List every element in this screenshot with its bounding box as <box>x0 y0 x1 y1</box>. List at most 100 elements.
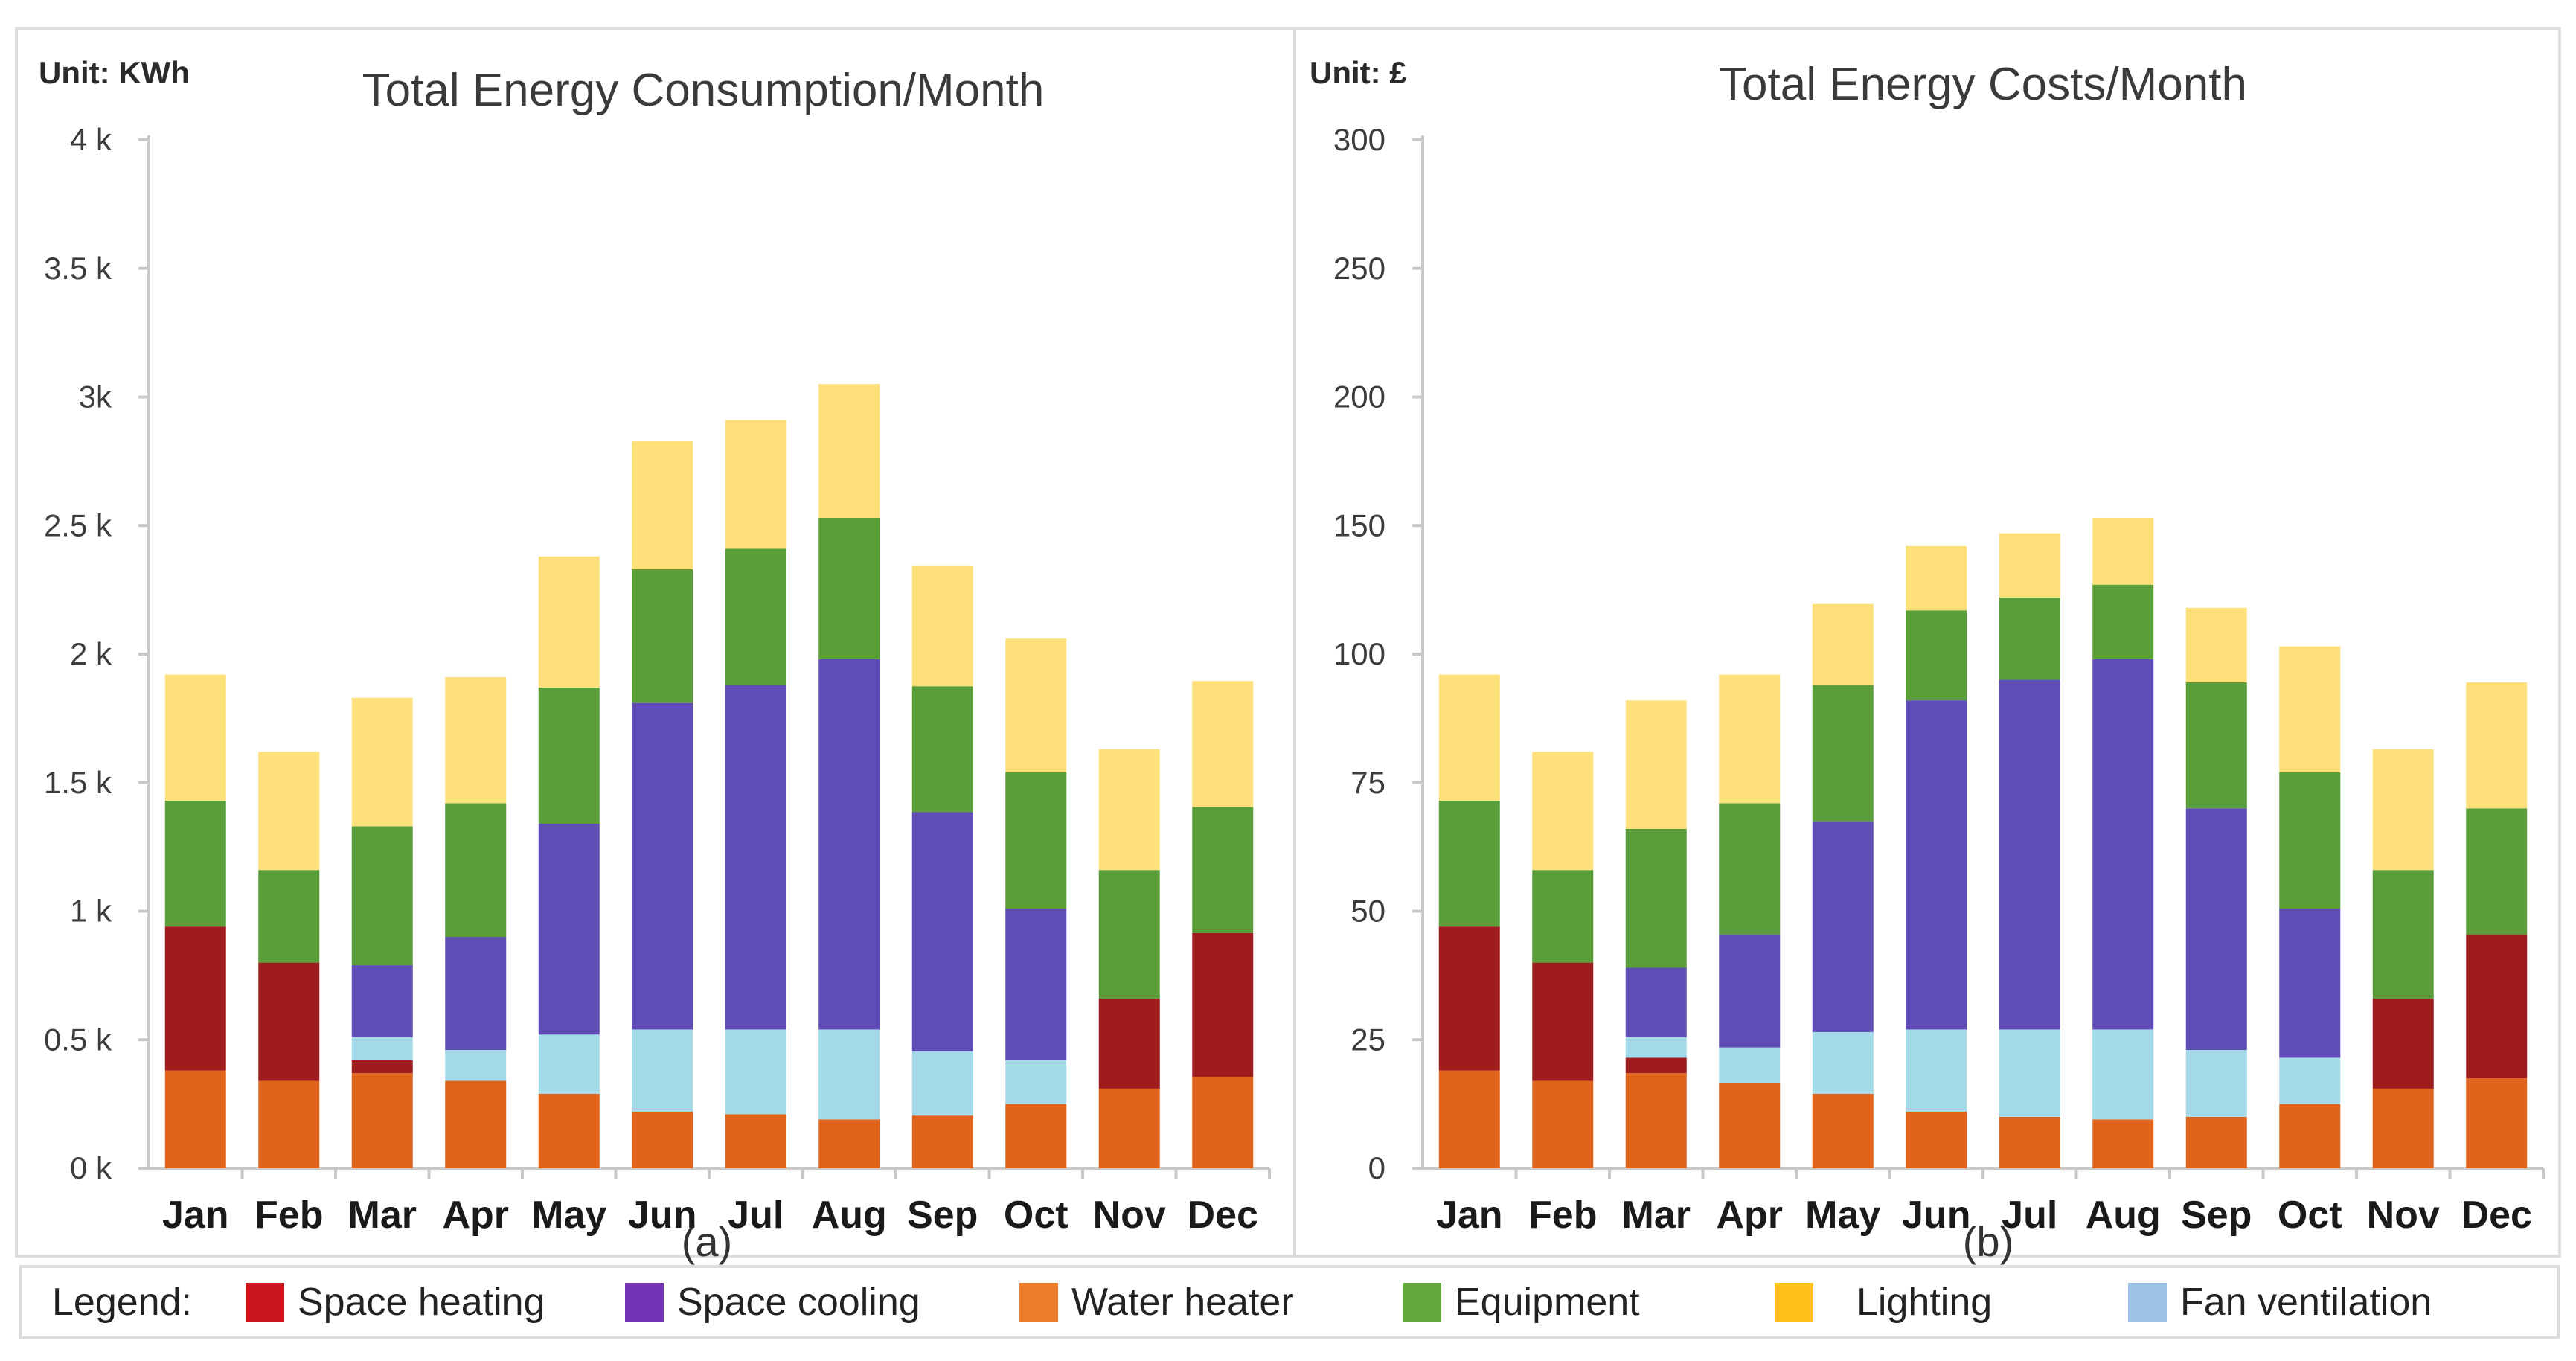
bar-segment-lighting-apr <box>445 677 507 804</box>
bar-segment-cooling-may <box>1812 821 1874 1032</box>
x-tick-label: Sep <box>2181 1194 2252 1237</box>
bar-segment-water-jun <box>1906 1111 1967 1168</box>
legend-swatch-lighting <box>1775 1283 1813 1322</box>
y-tick-label: 300 <box>1333 122 1385 157</box>
bar-segment-equipment-feb <box>1532 870 1594 963</box>
bar-segment-lighting-nov <box>1098 749 1160 871</box>
bar-segment-equipment-sep <box>2185 682 2247 809</box>
bar-segment-lighting-may <box>538 556 600 688</box>
x-tick-label: Apr <box>442 1194 509 1237</box>
panel-a-plot: 0 k 0.5 k 1 k 1.5 k 2 k 2.5 k 3k 3.5 k 4 k Jan Feb… <box>44 122 1271 1237</box>
y-tick-label: 0.5 k <box>44 1022 112 1057</box>
x-tick-label: Nov <box>2367 1194 2440 1237</box>
bar-segment-equipment-jan <box>164 800 226 927</box>
bar-segment-water-nov <box>1098 1088 1160 1168</box>
bar-segment-lighting-apr <box>1719 674 1781 804</box>
bar-segment-fan-mar <box>351 1037 413 1060</box>
x-tick-label: Sep <box>907 1194 978 1237</box>
bar-segment-heating-mar <box>351 1060 413 1074</box>
x-tick-label: Jan <box>1436 1194 1503 1237</box>
legend-label-equipment: Equipment <box>1455 1281 1640 1324</box>
legend-swatch-heating <box>246 1283 284 1322</box>
y-tick-label: 1 k <box>70 894 112 929</box>
bar-segment-cooling-oct <box>1005 909 1067 1060</box>
bar-segment-cooling-may <box>538 824 600 1035</box>
legend-label-fan: Fan ventilation <box>2180 1281 2432 1324</box>
x-tick-label: Aug <box>2086 1194 2161 1237</box>
bar-segment-water-aug <box>2092 1119 2154 1168</box>
bar-segment-fan-apr <box>1719 1047 1781 1083</box>
x-tick-label: May <box>531 1194 606 1237</box>
bar-segment-fan-sep <box>911 1051 973 1116</box>
y-tick-label: 0 <box>1368 1150 1385 1185</box>
bar-segment-cooling-apr <box>1719 934 1781 1048</box>
panel-a-title: Total Energy Consumption/Month <box>362 65 1045 116</box>
bar-segment-equipment-apr <box>445 803 507 938</box>
bar-segment-fan-jun <box>632 1029 693 1112</box>
bar-segment-cooling-apr <box>445 937 507 1051</box>
x-tick-label: Feb <box>254 1194 323 1237</box>
bar-segment-equipment-jan <box>1438 800 1500 927</box>
bar-segment-equipment-nov <box>2372 870 2434 999</box>
x-tick-label: May <box>1805 1194 1880 1237</box>
bar-segment-equipment-feb <box>258 870 320 963</box>
bar-segment-fan-jun <box>1906 1029 1967 1112</box>
bar-segment-water-may <box>538 1093 600 1168</box>
x-tick-label: Dec <box>1188 1194 1258 1237</box>
bar-segment-heating-dec <box>1192 932 1254 1077</box>
bar-segment-cooling-oct <box>2279 909 2341 1058</box>
bar-segment-water-feb <box>1532 1080 1594 1168</box>
bar-segment-equipment-mar <box>1625 828 1687 968</box>
bar-segment-lighting-dec <box>1192 681 1254 807</box>
panel-a-unit-label: Unit: KWh <box>39 55 190 90</box>
bar-segment-water-dec <box>2466 1078 2528 1168</box>
bar-segment-cooling-jul <box>725 685 786 1030</box>
bar-segment-equipment-oct <box>2279 772 2341 909</box>
x-tick-label: Mar <box>1622 1194 1691 1237</box>
bar-segment-water-jan <box>1438 1070 1500 1168</box>
bar-segment-water-feb <box>258 1080 320 1168</box>
bar-segment-fan-may <box>538 1034 600 1094</box>
bar-segment-water-nov <box>2372 1088 2434 1168</box>
bar-segment-equipment-jun <box>632 569 693 703</box>
panel-a-sublabel: (a) <box>682 1218 732 1265</box>
legend-swatch-cooling <box>625 1283 664 1322</box>
legend-label-heating: Space heating <box>298 1281 545 1324</box>
bar-segment-heating-nov <box>1098 998 1160 1089</box>
y-tick-label: 1.5 k <box>44 765 112 800</box>
bar-segment-water-sep <box>911 1115 973 1168</box>
x-tick-label: Jun <box>628 1194 696 1237</box>
bar-segment-lighting-jul <box>725 420 786 549</box>
y-tick-label: 4 k <box>70 122 112 157</box>
bar-segment-fan-sep <box>2185 1050 2247 1117</box>
bar-segment-equipment-oct <box>1005 772 1067 909</box>
bar-segment-lighting-feb <box>258 752 320 871</box>
bar-segment-equipment-apr <box>1719 803 1781 935</box>
x-tick-label: Jun <box>1902 1194 1970 1237</box>
bar-segment-fan-mar <box>1625 1037 1687 1058</box>
bar-segment-lighting-jul <box>1999 533 2060 598</box>
bar-segment-lighting-mar <box>1625 700 1687 829</box>
legend-swatch-fan <box>2128 1283 2167 1322</box>
x-tick-label: Oct <box>2278 1194 2342 1237</box>
bar-segment-heating-dec <box>2466 934 2528 1079</box>
bar-segment-cooling-jun <box>632 702 693 1030</box>
bar-segment-lighting-dec <box>2466 682 2528 809</box>
bar-segment-lighting-oct <box>2279 646 2341 772</box>
bar-segment-fan-may <box>1812 1031 1874 1094</box>
x-tick-label: Apr <box>1716 1194 1783 1237</box>
bar-segment-lighting-jun <box>1906 545 1967 611</box>
y-tick-label: 2.5 k <box>44 507 112 542</box>
bar-segment-cooling-jul <box>1999 679 2060 1030</box>
legend-title: Legend: <box>52 1281 192 1324</box>
bar-segment-water-mar <box>1625 1073 1687 1168</box>
bar-segment-water-jan <box>164 1070 226 1168</box>
panel-b-title: Total Energy Costs/Month <box>1719 59 2247 110</box>
bar-segment-heating-nov <box>2372 998 2434 1089</box>
bar-segment-lighting-feb <box>1532 752 1594 871</box>
bar-segment-lighting-jan <box>164 674 226 801</box>
bar-segment-lighting-aug <box>2092 517 2154 585</box>
bar-segment-cooling-aug <box>2092 659 2154 1030</box>
bar-segment-lighting-mar <box>351 697 413 827</box>
